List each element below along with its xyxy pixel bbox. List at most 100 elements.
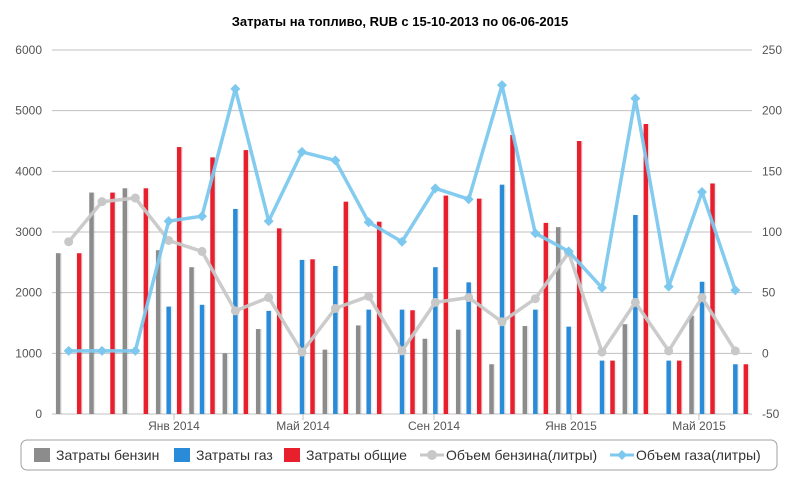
x-tick-label: Май 2014 xyxy=(276,419,330,433)
legend-marker xyxy=(617,450,627,460)
x-tick-label: Янв 2014 xyxy=(148,419,200,433)
bar xyxy=(555,227,562,414)
bar xyxy=(110,192,117,414)
bar xyxy=(443,195,450,414)
line-point xyxy=(430,183,441,194)
bar-fill xyxy=(443,195,449,414)
bar-fill xyxy=(576,141,582,414)
line-point xyxy=(297,146,307,157)
x-tick-label: Май 2015 xyxy=(672,419,726,433)
line-point xyxy=(330,303,340,313)
bar xyxy=(710,183,717,414)
legend-item[interactable]: Объем бензина(литры) xyxy=(420,447,597,463)
y-tick-label: 0 xyxy=(35,407,42,421)
bar-fill xyxy=(533,309,538,414)
y2-tick-label: 250 xyxy=(762,43,782,57)
bar xyxy=(733,364,740,414)
bar-fill xyxy=(376,221,382,414)
bar xyxy=(355,325,362,414)
bar xyxy=(222,353,229,414)
legend-item[interactable]: Затраты газ xyxy=(174,447,273,463)
y-tick-label: 3000 xyxy=(15,225,42,239)
bar-fill xyxy=(410,310,415,414)
bar-fill xyxy=(543,222,549,414)
y2-tick-label: 50 xyxy=(762,286,776,300)
bar xyxy=(122,188,129,414)
bar xyxy=(322,349,329,414)
bar-fill xyxy=(555,227,561,414)
bar-fill xyxy=(633,215,638,414)
bar-fill xyxy=(522,326,528,414)
legend-label: Объем газа(литры) xyxy=(636,447,761,463)
bar xyxy=(166,306,173,414)
line-point xyxy=(130,193,140,203)
bar xyxy=(543,222,550,414)
bar xyxy=(276,228,283,414)
line-point xyxy=(464,293,474,303)
bar-fill xyxy=(276,228,282,414)
bar-fill xyxy=(343,201,349,414)
bar-fill xyxy=(743,364,749,414)
y-tick-label: 6000 xyxy=(15,43,42,57)
y-tick-label: 1000 xyxy=(15,346,42,360)
line-point xyxy=(163,216,174,227)
bar-fill xyxy=(166,306,171,414)
bar-fill xyxy=(176,147,182,415)
bar-fill xyxy=(455,329,461,414)
line-point xyxy=(164,235,174,245)
legend-item[interactable]: Затраты бензин xyxy=(34,447,159,463)
legend-item[interactable]: Затраты общие xyxy=(284,447,407,463)
bar xyxy=(155,250,162,414)
bar-fill xyxy=(210,157,215,414)
bar-fill xyxy=(422,338,428,414)
bar-fill xyxy=(676,360,682,414)
bar-fill xyxy=(689,315,694,414)
bar xyxy=(622,324,629,414)
legend-swatch xyxy=(174,448,190,462)
bar xyxy=(676,360,683,414)
bar xyxy=(566,326,573,414)
bar xyxy=(576,141,583,414)
bar xyxy=(510,134,517,414)
line-point xyxy=(497,80,507,91)
legend xyxy=(20,439,778,471)
bar-fill xyxy=(89,192,94,414)
bar xyxy=(533,309,540,414)
bar xyxy=(55,253,62,414)
legend-swatch xyxy=(284,448,300,462)
bar-fill xyxy=(566,326,571,414)
bar xyxy=(176,147,183,415)
line-point xyxy=(430,297,440,307)
bar xyxy=(422,338,429,414)
bar xyxy=(333,265,340,414)
line-point xyxy=(697,293,707,303)
line-point xyxy=(397,346,407,356)
line-point xyxy=(563,246,574,257)
line-point xyxy=(530,228,541,239)
bar-fill xyxy=(76,253,82,414)
legend-marker xyxy=(427,450,437,460)
y2-tick-label: 100 xyxy=(762,225,782,239)
bar xyxy=(455,329,462,414)
legend-label: Затраты общие xyxy=(306,447,407,463)
bar xyxy=(299,259,306,414)
x-tick-label: Сен 2014 xyxy=(408,419,460,433)
legend-swatch xyxy=(34,448,50,462)
legend-item[interactable]: Объем газа(литры) xyxy=(610,447,761,463)
line-point xyxy=(63,345,74,356)
bar-fill xyxy=(355,325,361,414)
bar xyxy=(410,310,417,414)
legend-label: Объем бензина(литры) xyxy=(446,447,597,463)
line-point xyxy=(463,194,474,205)
bar xyxy=(189,267,196,414)
line-point xyxy=(330,155,341,166)
bar xyxy=(243,150,250,414)
line-point xyxy=(730,285,741,296)
bar-fill xyxy=(199,304,205,414)
bar-fill xyxy=(243,150,249,414)
bar xyxy=(743,364,750,414)
bar xyxy=(522,326,529,414)
bar-fill xyxy=(255,329,261,414)
bar xyxy=(489,364,496,414)
